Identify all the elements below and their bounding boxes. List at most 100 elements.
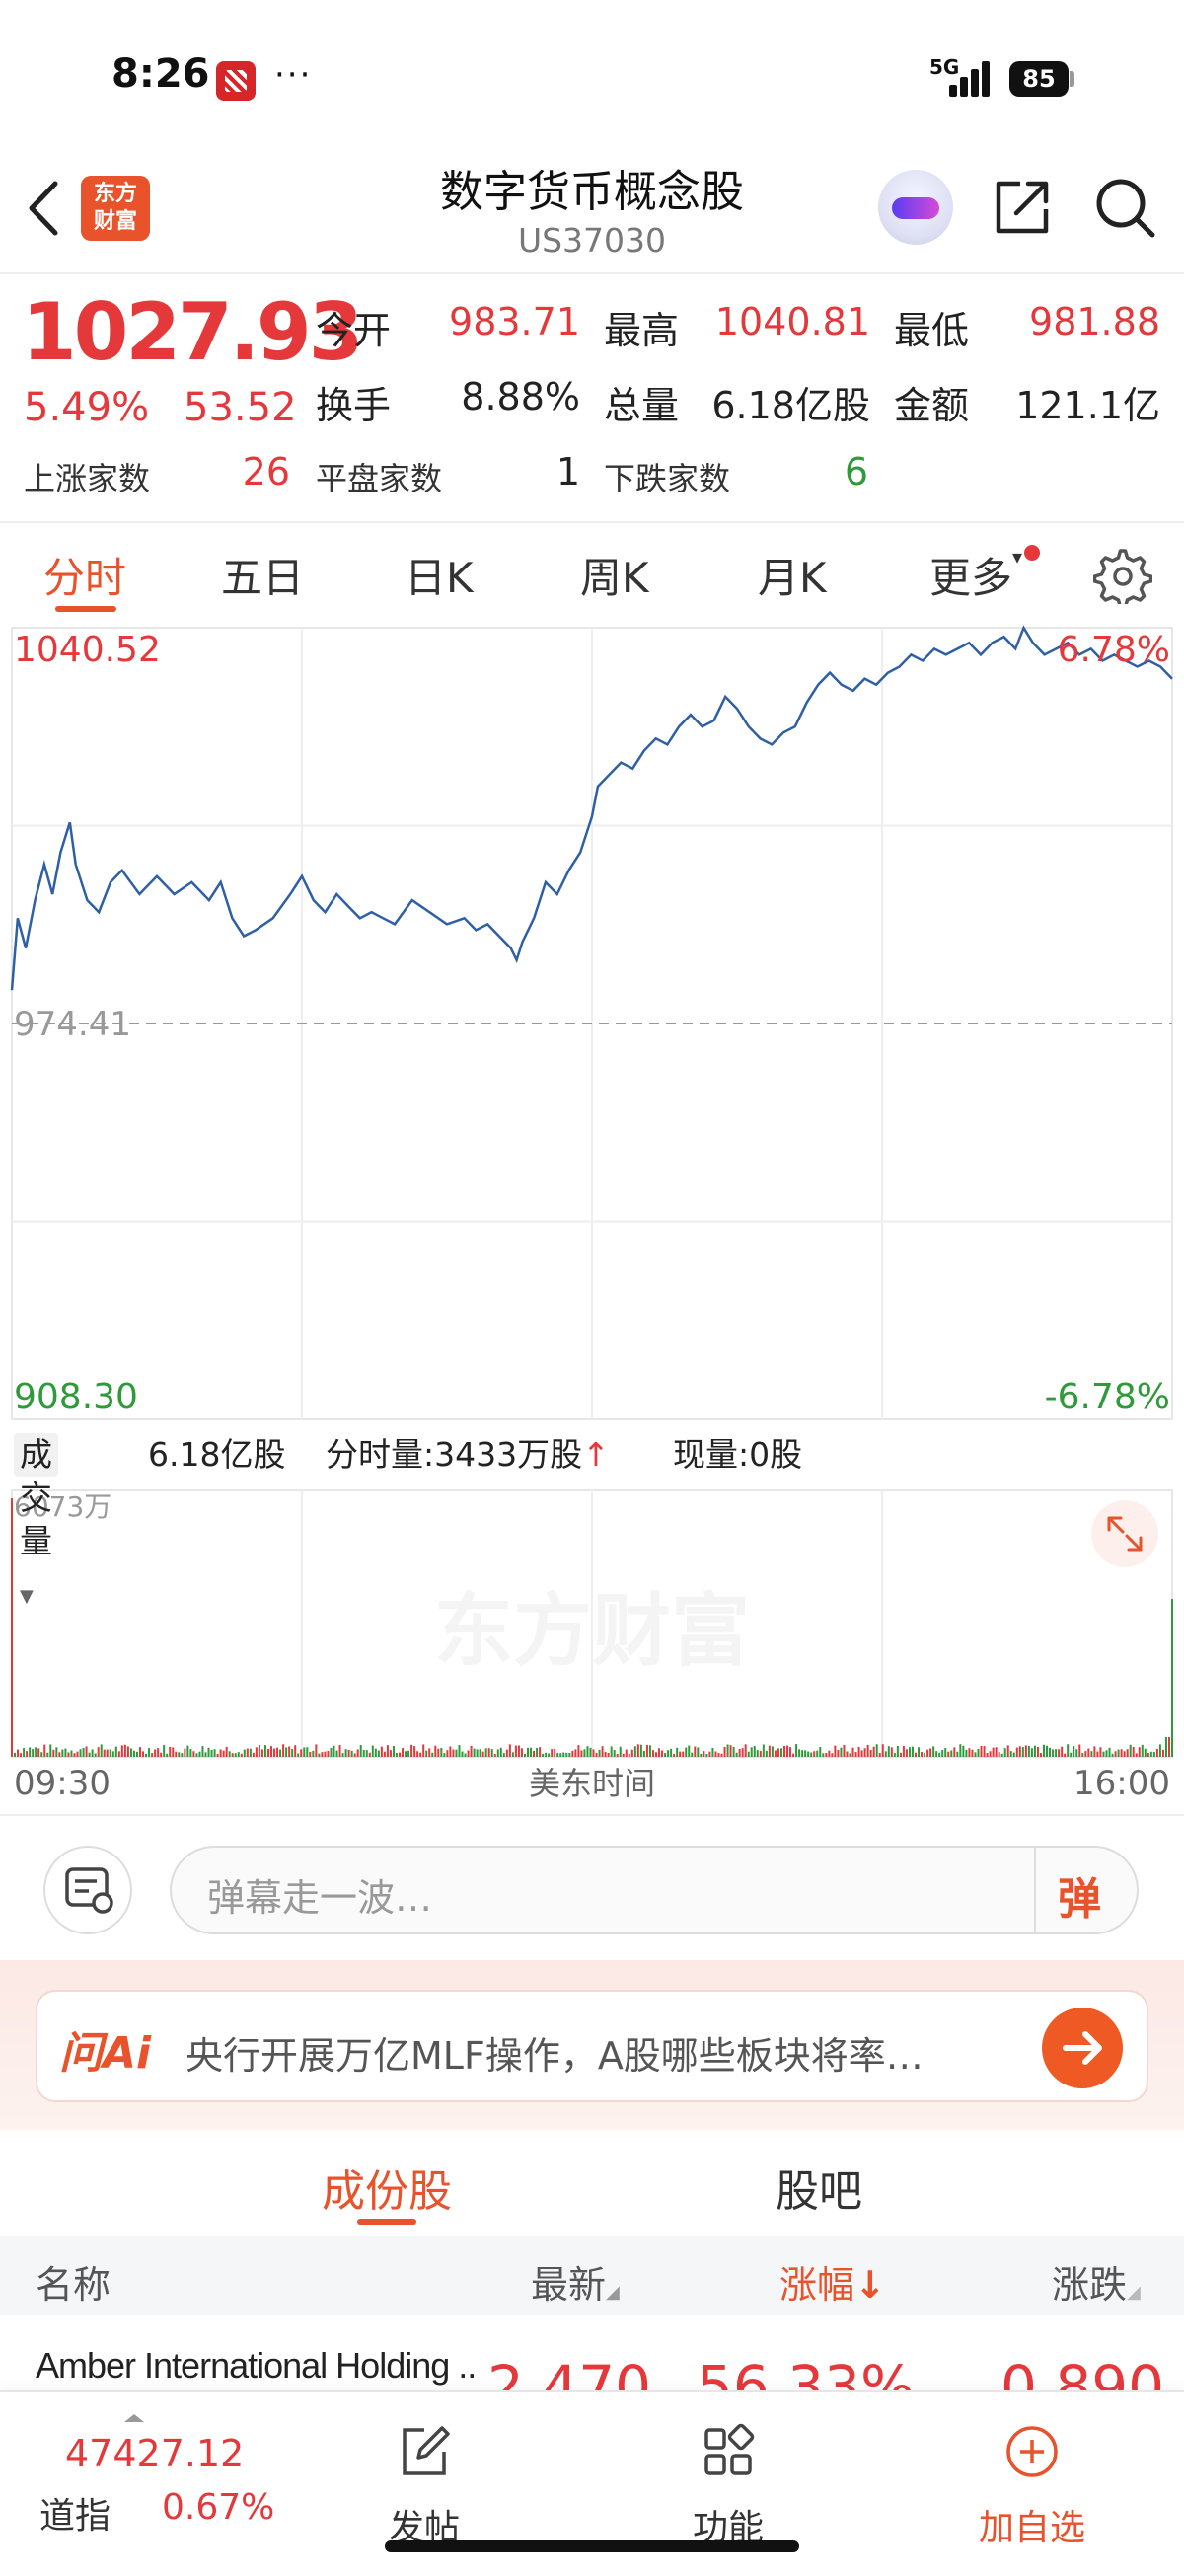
eastmoney-logo[interactable]: 东方 财富 bbox=[81, 176, 150, 241]
volume-bar bbox=[843, 1744, 846, 1757]
volume-bar bbox=[243, 1749, 246, 1757]
volume-bar bbox=[1075, 1749, 1078, 1757]
active-subtab-indicator bbox=[357, 2219, 416, 2225]
volume-bar bbox=[154, 1749, 157, 1757]
volume-bar bbox=[213, 1749, 216, 1757]
share-icon[interactable] bbox=[991, 176, 1054, 239]
volume-bar bbox=[419, 1752, 422, 1757]
volume-bar bbox=[377, 1750, 380, 1757]
volume-bar bbox=[405, 1751, 407, 1757]
volume-bar bbox=[971, 1749, 974, 1757]
volume-bar bbox=[798, 1749, 801, 1757]
search-icon[interactable] bbox=[1093, 176, 1156, 239]
up-arrow-icon: ↑ bbox=[582, 1435, 610, 1474]
volume-bar bbox=[225, 1746, 228, 1757]
volume-bar bbox=[893, 1753, 896, 1757]
open-value: 983.71 bbox=[449, 300, 580, 343]
tab-five-day[interactable]: 五日 bbox=[221, 554, 305, 602]
column-change[interactable]: 涨跌◢ bbox=[1052, 2254, 1141, 2309]
volume-bar bbox=[542, 1753, 545, 1757]
volume-bar bbox=[941, 1750, 944, 1757]
expand-chart-icon[interactable] bbox=[1091, 1500, 1158, 1567]
volume-bar bbox=[481, 1751, 484, 1757]
volume-bar bbox=[556, 1753, 559, 1757]
volume-bar bbox=[1003, 1748, 1006, 1757]
comment-list-button[interactable] bbox=[43, 1846, 132, 1934]
tab-forum[interactable]: 股吧 bbox=[776, 2166, 862, 2217]
volume-bar bbox=[120, 1745, 123, 1757]
volume-bar bbox=[1046, 1745, 1049, 1757]
sort-desc-icon: ↓ bbox=[854, 2263, 886, 2307]
arrow-right-icon bbox=[1063, 2031, 1102, 2065]
volume-bar bbox=[91, 1749, 94, 1757]
volume-bar bbox=[85, 1746, 88, 1757]
volume-bar bbox=[184, 1748, 186, 1757]
volume-bar bbox=[402, 1748, 405, 1757]
intraday-chart[interactable]: 东方财富 1040.52 6.78% 974.41 908.30 -6.78% … bbox=[0, 622, 1184, 1816]
logo-text-top: 东方 bbox=[93, 182, 137, 206]
volume-bar bbox=[1009, 1751, 1012, 1757]
volume-bar bbox=[380, 1746, 383, 1757]
volume-bar bbox=[487, 1748, 490, 1757]
volume-bar bbox=[201, 1746, 204, 1757]
volume-bar bbox=[924, 1752, 926, 1757]
ai-assistant-avatar[interactable] bbox=[878, 170, 953, 245]
volume-bar bbox=[738, 1748, 741, 1757]
volume-bar bbox=[216, 1753, 219, 1757]
tab-monthly-k[interactable]: 月K bbox=[758, 554, 827, 602]
volume-bar bbox=[1141, 1744, 1144, 1757]
volume-bar bbox=[539, 1747, 542, 1757]
volume-bar bbox=[1081, 1753, 1084, 1757]
back-arrow-icon[interactable] bbox=[22, 176, 65, 241]
settings-gear-icon[interactable] bbox=[1093, 545, 1152, 604]
volume-bar bbox=[467, 1750, 470, 1757]
volume-indicator-select[interactable]: 成交量 ▼ bbox=[14, 1433, 58, 1607]
column-pct-label: 涨幅 bbox=[779, 2263, 855, 2307]
volume-bar bbox=[315, 1744, 318, 1757]
tab-constituents[interactable]: 成份股 bbox=[322, 2166, 452, 2217]
tab-weekly-k[interactable]: 周K bbox=[580, 554, 649, 602]
volume-bar bbox=[813, 1751, 816, 1757]
column-latest[interactable]: 最新◢ bbox=[531, 2254, 620, 2309]
danmu-toggle-button[interactable]: 弹 bbox=[1034, 1848, 1141, 1932]
tab-daily-k[interactable]: 日K bbox=[405, 554, 474, 602]
tab-more[interactable]: 更多▾ bbox=[929, 545, 1022, 605]
volume-bar bbox=[562, 1752, 565, 1757]
volume-bar bbox=[639, 1744, 642, 1757]
volume-bar bbox=[473, 1748, 476, 1757]
volume-bar bbox=[968, 1748, 971, 1757]
volume-bar bbox=[822, 1753, 825, 1757]
low-value: 981.88 bbox=[1029, 300, 1160, 343]
ai-go-button[interactable] bbox=[1042, 2008, 1123, 2088]
volume-bar bbox=[76, 1751, 79, 1757]
volume-bar bbox=[344, 1749, 347, 1757]
volume-bar bbox=[834, 1745, 837, 1757]
flat-count: 1 bbox=[555, 450, 580, 493]
tab-intraday[interactable]: 分时 bbox=[43, 554, 127, 602]
ai-question-card[interactable]: 问Ai 央行开展万亿MLF操作，A股哪些板块将率… bbox=[36, 1990, 1148, 2102]
notification-dot bbox=[1024, 545, 1040, 561]
volume-bar bbox=[169, 1746, 172, 1757]
volume-bar bbox=[428, 1748, 431, 1757]
stock-code: US37030 bbox=[517, 221, 667, 260]
volume-bar bbox=[484, 1748, 487, 1757]
volume-bar bbox=[61, 1749, 64, 1757]
column-pct[interactable]: 涨幅↓ bbox=[779, 2254, 886, 2309]
volume-bar bbox=[499, 1747, 502, 1757]
volume-bar bbox=[365, 1750, 368, 1757]
volume-bar bbox=[82, 1747, 85, 1757]
volume-bar bbox=[517, 1745, 520, 1757]
danmu-input[interactable]: 弹幕走一波… 弹 bbox=[170, 1846, 1139, 1934]
volume-bar bbox=[840, 1747, 843, 1757]
volume-bar bbox=[43, 1744, 46, 1757]
volume-bar bbox=[592, 1749, 595, 1757]
logo-text-bottom: 财富 bbox=[93, 209, 137, 234]
pct-min-label: -6.78% bbox=[1045, 1377, 1170, 1417]
volume-bar bbox=[846, 1751, 849, 1757]
change-percent: 5.49% bbox=[24, 385, 150, 430]
volume-bar bbox=[589, 1747, 592, 1757]
ai-question-text: 央行开展万亿MLF操作，A股哪些板块将率… bbox=[185, 2034, 924, 2078]
volume-bar bbox=[610, 1746, 613, 1757]
stock-name[interactable]: Amber International Holding .. bbox=[36, 2345, 477, 2386]
volume-bar bbox=[956, 1751, 959, 1757]
